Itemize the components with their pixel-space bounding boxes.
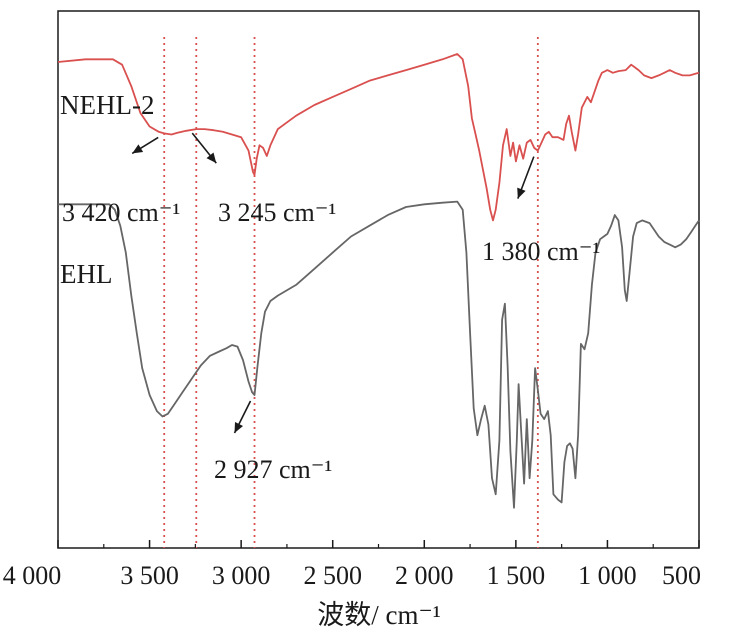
annotation-1380: 1 380 cm⁻¹ <box>482 237 600 266</box>
series-layer <box>57 53 700 509</box>
x-tick-label-2500: 2 500 <box>303 561 362 590</box>
annotation-arrows <box>131 132 535 434</box>
x-tick-label-3500: 3 500 <box>120 561 179 590</box>
annotation-2927: 2 927 cm⁻¹ <box>214 455 332 484</box>
x-tick-label-3000: 3 000 <box>212 561 271 590</box>
x-tick-label-4000: 4 000 <box>3 561 62 590</box>
x-axis-title: 波数/ cm⁻¹ <box>317 600 441 630</box>
series-line-ehl <box>58 200 700 509</box>
annotation-arrow-1380 <box>517 156 535 199</box>
x-tick-label-2000: 2 000 <box>395 561 454 590</box>
x-tick-label-1500: 1 500 <box>487 561 546 590</box>
x-tick-label-500: 500 <box>662 561 701 590</box>
annotation-arrow-3245 <box>191 132 217 164</box>
annotation-3420: 3 420 cm⁻¹ <box>62 198 180 227</box>
annotation-arrow-3420 <box>131 136 159 155</box>
series-label-ehl: EHL <box>60 259 112 289</box>
annotation-arrow-2927 <box>233 400 252 434</box>
reference-lines <box>163 37 539 548</box>
series-line-nehl-2 <box>57 53 700 222</box>
x-axis-ticks: 4 000 3 500 3 000 2 500 2 000 1 500 1 000 500 <box>3 540 701 590</box>
x-tick-label-1000: 1 000 <box>578 561 637 590</box>
annotation-3245: 3 245 cm⁻¹ <box>218 198 336 227</box>
series-label-nehl-2: NEHL-2 <box>60 90 154 120</box>
